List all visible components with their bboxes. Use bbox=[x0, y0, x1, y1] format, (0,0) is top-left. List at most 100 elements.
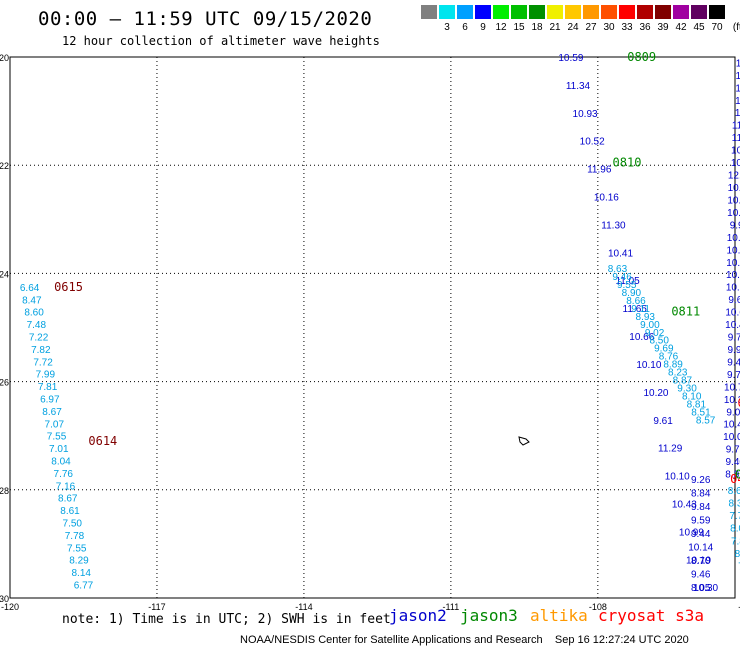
wave-height-value: 9.71 bbox=[726, 445, 740, 456]
legend-label: 39 bbox=[657, 22, 669, 33]
legend-label: 18 bbox=[531, 22, 543, 33]
wave-height-value: 10.79 bbox=[726, 258, 740, 269]
footer-credit: NOAA/NESDIS Center for Satellite Applica… bbox=[240, 634, 689, 646]
lon-tick-label: -114 bbox=[295, 602, 312, 612]
legend-swatch bbox=[655, 5, 671, 19]
wave-height-value: 8.66 bbox=[626, 296, 646, 307]
legend-swatch bbox=[709, 5, 725, 19]
wave-height-value: 9.02 bbox=[645, 328, 665, 339]
wave-height-value: 8.29 bbox=[69, 556, 89, 567]
wave-height-value: 9.64 bbox=[728, 295, 740, 306]
satellite-label: jason2 bbox=[389, 606, 447, 625]
legend-swatch bbox=[565, 5, 581, 19]
wave-height-value: 9.79 bbox=[727, 370, 740, 381]
wave-height-value: 11. bbox=[736, 58, 740, 69]
legend-swatch bbox=[439, 5, 455, 19]
wave-height-value: 8.67 bbox=[58, 494, 78, 505]
wave-height-value: 7.50 bbox=[63, 518, 83, 529]
wave-height-value: 9.40 bbox=[725, 457, 740, 468]
wave-height-value: 8.07 bbox=[730, 524, 740, 535]
island-outline bbox=[518, 436, 530, 446]
wave-height-value: 8.23 bbox=[668, 368, 688, 379]
wave-height-value: 10.61 bbox=[725, 308, 740, 319]
legend-label: 33 bbox=[621, 22, 633, 33]
legend-label: 9 bbox=[480, 22, 486, 33]
note-text: note: 1) Time is in UTC; 2) SWH is in fe… bbox=[62, 612, 391, 627]
wave-height-value: 10.9 bbox=[731, 158, 740, 169]
legend-swatch bbox=[673, 5, 689, 19]
wave-height-value: 10.65 bbox=[726, 245, 740, 256]
wave-height-value: 7. bbox=[738, 562, 740, 573]
wave-height-value: 8.04 bbox=[51, 456, 71, 467]
wave-height-value: 6.64 bbox=[20, 283, 40, 294]
legend-label: 21 bbox=[549, 22, 561, 33]
wave-height-value: 8.47 bbox=[22, 295, 42, 306]
legend-label: 27 bbox=[585, 22, 597, 33]
lon-tick-label: -10 bbox=[738, 602, 740, 612]
wave-height-value: 11.65 bbox=[623, 304, 648, 315]
wave-height-value: 8.57 bbox=[696, 415, 716, 426]
wave-height-value: 7.82 bbox=[31, 345, 51, 356]
legend-label: 12 bbox=[495, 22, 507, 33]
wave-height-value: 10.29 bbox=[727, 233, 740, 244]
wave-height-value: 10.16 bbox=[594, 193, 619, 204]
wave-height-value: 10.01 bbox=[723, 432, 740, 443]
wave-height-value: 8.37 bbox=[725, 470, 740, 481]
wave-height-value: 9.69 bbox=[654, 344, 674, 355]
wave-height-value: 9.40 bbox=[727, 357, 740, 368]
legend-label: 42 bbox=[675, 22, 687, 33]
wave-height-value: 7.76 bbox=[54, 469, 74, 480]
wave-height-value: 7.48 bbox=[27, 320, 47, 331]
wave-height-value: 11. bbox=[735, 108, 740, 119]
wave-height-value: 7.55 bbox=[47, 432, 67, 443]
legend-label: 36 bbox=[639, 22, 651, 33]
wave-height-value: 10.10 bbox=[665, 472, 690, 483]
pass-time-label: 04 bbox=[730, 472, 740, 486]
wave-height-value: 11.96 bbox=[587, 165, 612, 176]
wave-height-value: 8.90 bbox=[622, 288, 642, 299]
wave-height-value: 7.80 bbox=[731, 536, 740, 547]
pass-time-label: 08 bbox=[735, 468, 740, 482]
wave-height-value: 10.28 bbox=[727, 195, 740, 206]
legend-label: 24 bbox=[567, 22, 579, 33]
lat-tick-label: -26 bbox=[0, 378, 9, 388]
wave-height-value: 8.76 bbox=[659, 352, 679, 363]
lat-tick-label: -22 bbox=[0, 161, 9, 171]
wave-height-value: 9.11 bbox=[631, 304, 650, 315]
legend-label: 30 bbox=[603, 22, 615, 33]
wave-height-value: 9.55 bbox=[617, 280, 637, 291]
wave-height-value: 8.05 bbox=[691, 583, 711, 594]
wave-height-value: 7.99 bbox=[36, 370, 56, 381]
wave-height-value: 7.07 bbox=[45, 419, 65, 430]
wave-height-value: 10.19 bbox=[686, 555, 711, 566]
page-title: 00:00 – 11:59 UTC 09/15/2020 bbox=[38, 8, 373, 30]
pass-time-label: 0 bbox=[737, 396, 740, 410]
wave-height-value: 6.77 bbox=[74, 580, 94, 591]
lat-tick-label: -20 bbox=[0, 53, 9, 63]
wave-height-value: 8.93 bbox=[636, 312, 656, 323]
wave-height-value: 10.99 bbox=[679, 527, 704, 538]
wave-height-value: 8.50 bbox=[649, 336, 669, 347]
wave-height-value: 9.30 bbox=[677, 384, 697, 395]
wave-height-value: 10.41 bbox=[608, 248, 633, 259]
lat-tick-label: -30 bbox=[0, 594, 9, 604]
wave-height-value: 10.63 bbox=[728, 183, 740, 194]
wave-height-value: 8.61 bbox=[60, 506, 80, 517]
legend-swatch bbox=[475, 5, 491, 19]
pass-time-label: 0615 bbox=[54, 280, 83, 294]
page-subtitle: 12 hour collection of altimeter wave hei… bbox=[62, 34, 380, 48]
legend-label: 6 bbox=[462, 22, 468, 33]
satellite-label: jason3 bbox=[460, 606, 518, 625]
satellite-label: cryosat s3a bbox=[598, 606, 704, 625]
wave-height-value: 10.20 bbox=[643, 388, 668, 399]
wave-height-value: 10.43 bbox=[723, 420, 740, 431]
wave-height-value: 11. bbox=[735, 96, 740, 107]
wave-height-value: 10.48 bbox=[725, 320, 740, 331]
map-frame bbox=[9, 56, 736, 599]
wave-height-value: 11.2 bbox=[732, 133, 740, 144]
wave-height-value: 10.70 bbox=[724, 382, 740, 393]
wave-height-value: 7.16 bbox=[56, 481, 76, 492]
wave-height-value: 12.00 bbox=[728, 171, 740, 182]
wave-height-value: 11. bbox=[736, 71, 740, 82]
lat-tick-label: -24 bbox=[0, 269, 9, 279]
